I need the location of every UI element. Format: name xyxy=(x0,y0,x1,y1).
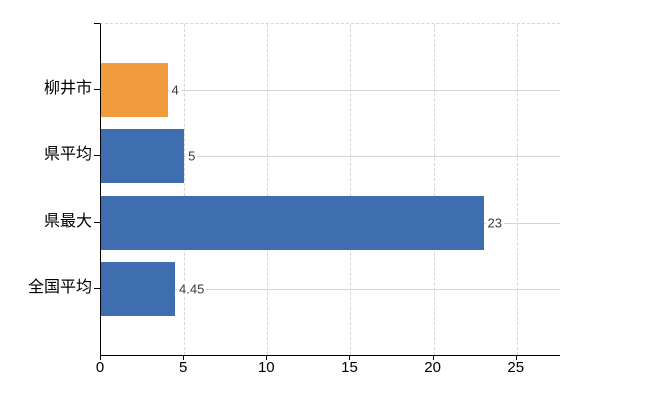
bar xyxy=(101,63,168,118)
horizontal-gridline xyxy=(101,90,560,92)
y-axis-label: 県平均 xyxy=(43,146,92,164)
plot-area: 4 5 23 4.45 xyxy=(100,23,560,356)
x-axis-tick xyxy=(100,355,101,360)
bar xyxy=(101,195,484,250)
bar-value-label: 4 xyxy=(169,82,181,98)
bar xyxy=(101,261,175,316)
vertical-gridline xyxy=(184,24,186,355)
x-axis-tick-label: 5 xyxy=(178,359,188,376)
y-axis-top-tick xyxy=(94,23,100,24)
x-axis-tick-label: 20 xyxy=(424,359,441,376)
y-axis-tick xyxy=(94,155,100,157)
y-axis-tick xyxy=(94,89,100,91)
horizontal-gridline xyxy=(101,156,560,158)
x-axis-tick xyxy=(266,355,268,360)
x-axis-tick xyxy=(432,355,434,360)
vertical-gridline xyxy=(516,24,518,355)
x-axis-tick xyxy=(515,355,517,360)
y-axis-label: 県最大 xyxy=(43,212,92,230)
y-axis-label: 全国平均 xyxy=(27,278,92,296)
x-axis-tick xyxy=(349,355,351,360)
y-axis-label: 柳井市 xyxy=(43,80,92,98)
bar-value-label: 4.45 xyxy=(177,281,207,297)
x-axis-tick-label: 0 xyxy=(95,359,105,376)
x-axis-tick-label: 25 xyxy=(507,359,525,376)
bar-value-label: 5 xyxy=(186,148,198,164)
vertical-gridline xyxy=(350,24,352,355)
x-axis-tick-label: 10 xyxy=(257,359,275,376)
vertical-gridline xyxy=(433,24,435,355)
vertical-gridline xyxy=(267,24,269,355)
y-axis-tick xyxy=(94,287,100,289)
bar xyxy=(101,129,185,184)
x-axis-tick xyxy=(183,355,185,360)
x-axis-tick-label: 15 xyxy=(341,359,358,376)
horizontal-gridline xyxy=(101,288,560,290)
y-axis-tick xyxy=(94,221,100,223)
bar-value-label: 23 xyxy=(485,215,504,231)
